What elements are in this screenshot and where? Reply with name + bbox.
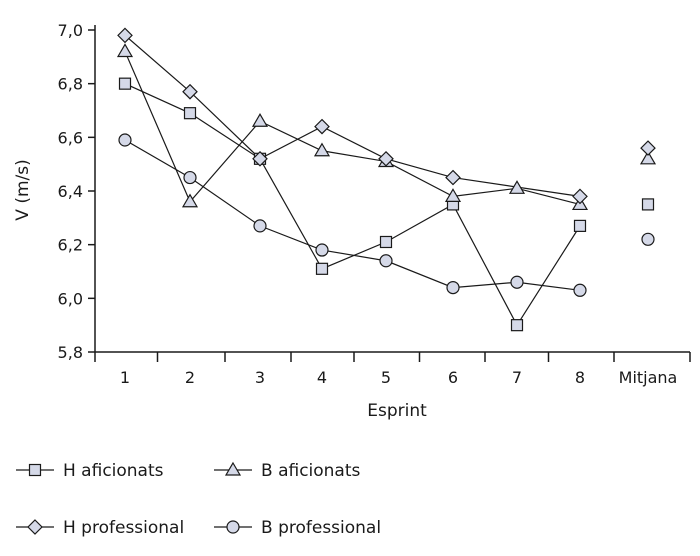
legend: H aficionats B aficionats H professional B …: [16, 461, 381, 538]
point-h-aficionats: [183, 107, 197, 120]
legend-label-h-professional: H professional: [63, 518, 184, 538]
point-b-professional: [118, 133, 132, 147]
y-tick-label: 6,2: [58, 236, 83, 255]
point-b-professional: [510, 275, 524, 289]
point-h-professional: [314, 118, 330, 135]
y-tick-label: 5,8: [58, 343, 83, 362]
point-h-aficionats: [379, 235, 393, 249]
legend-marker-b-aficionats: [224, 461, 242, 476]
x-tick-label: 1: [120, 368, 130, 387]
legend-marker-b-professional: [226, 520, 240, 534]
point-b-professional: [183, 170, 197, 185]
x-tick-label: 4: [317, 368, 327, 387]
y-tick-label: 6,4: [58, 182, 83, 201]
point-h-professional: [182, 83, 198, 100]
legend-marker-h-aficionats: [28, 463, 42, 477]
point-b-professional: [641, 232, 655, 246]
point-b-professional: [573, 283, 587, 297]
legend-marker-h-professional: [27, 519, 43, 535]
x-tick-label: 6: [448, 368, 458, 387]
point-h-professional: [572, 188, 588, 205]
point-b-professional: [315, 243, 329, 257]
point-h-aficionats: [118, 77, 132, 90]
y-tick-label: 6,6: [58, 128, 83, 147]
point-b-aficionats: [116, 43, 134, 58]
point-b-aficionats: [313, 142, 331, 157]
point-h-professional: [640, 140, 656, 156]
point-b-professional: [446, 281, 460, 295]
legend-label-h-aficionats: H aficionats: [63, 461, 164, 481]
point-b-aficionats: [508, 180, 526, 194]
y-tick-label: 6,0: [58, 289, 83, 308]
point-h-aficionats: [315, 262, 329, 275]
point-h-professional: [445, 169, 461, 186]
point-b-aficionats: [444, 188, 462, 202]
y-tick-label: 7,0: [58, 21, 83, 40]
series-line-b-professional: [124, 139, 581, 291]
y-tick-label: 6,8: [58, 75, 83, 94]
legend-label-b-aficionats: B aficionats: [261, 461, 361, 481]
point-b-aficionats: [639, 150, 657, 165]
x-tick-label: 5: [381, 368, 391, 387]
point-h-professional: [378, 150, 394, 167]
point-b-professional: [379, 254, 393, 268]
series-markers: [116, 27, 657, 332]
legend-label-b-professional: B professional: [261, 518, 381, 538]
x-tick-label: 3: [255, 368, 265, 387]
point-h-aficionats: [641, 198, 655, 211]
point-h-professional: [117, 27, 133, 44]
x-tick-label: Mitjana: [619, 368, 678, 387]
point-h-aficionats: [573, 219, 587, 232]
x-axis-label: Esprint: [367, 401, 427, 421]
point-b-professional: [253, 219, 267, 233]
point-b-aficionats: [251, 113, 269, 127]
series-line-b-aficionats: [124, 51, 581, 205]
point-h-aficionats: [510, 319, 524, 332]
point-h-professional: [252, 150, 268, 167]
point-b-aficionats: [181, 193, 199, 208]
x-tick-label: 7: [512, 368, 522, 387]
x-tick-label: 8: [575, 368, 585, 387]
x-tick-label: 2: [185, 368, 195, 387]
axes: 5,8 6,0 6,2 6,4 6,6 6,8 7,0 1 2 3 4 5 6 7 8 Mitjana: [58, 21, 691, 387]
y-axis-label: V (m/s): [13, 159, 33, 220]
